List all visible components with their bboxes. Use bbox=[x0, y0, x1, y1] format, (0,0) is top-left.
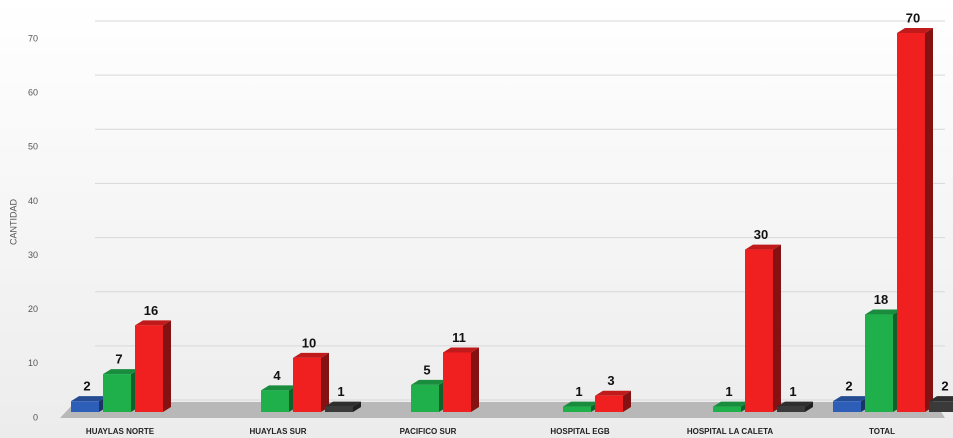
bar-face bbox=[411, 384, 439, 412]
data-label: 30 bbox=[754, 227, 768, 242]
bar-face bbox=[103, 374, 131, 412]
data-label: 1 bbox=[575, 384, 582, 399]
y-tick-label: 30 bbox=[28, 250, 38, 260]
bar bbox=[293, 352, 329, 412]
bar-face bbox=[805, 401, 813, 412]
bar-face bbox=[563, 401, 599, 407]
y-tick-label: 60 bbox=[28, 88, 38, 98]
bar bbox=[897, 28, 933, 412]
data-label: 5 bbox=[423, 362, 430, 377]
bar bbox=[71, 396, 107, 412]
bar-face bbox=[833, 396, 869, 402]
bar bbox=[261, 385, 297, 412]
data-label: 18 bbox=[874, 292, 888, 307]
y-tick-label: 50 bbox=[28, 142, 38, 152]
bar-face bbox=[865, 309, 901, 315]
bar-face bbox=[833, 401, 861, 412]
bar bbox=[929, 396, 953, 412]
data-label: 4 bbox=[273, 368, 281, 383]
bar-face bbox=[897, 28, 933, 33]
data-label: 11 bbox=[452, 330, 466, 345]
bar bbox=[411, 379, 447, 412]
y-tick-label: 10 bbox=[28, 358, 38, 368]
bar bbox=[595, 390, 631, 412]
x-tick-label: TOTAL bbox=[869, 427, 895, 436]
bar-face bbox=[713, 406, 741, 412]
bar-face bbox=[865, 314, 893, 412]
y-axis-label: CANTIDAD bbox=[8, 199, 18, 246]
data-label: 10 bbox=[302, 335, 316, 350]
x-tick-label: HUAYLAS SUR bbox=[249, 427, 306, 436]
bar-face bbox=[929, 396, 953, 402]
x-tick-label: HOSPITAL LA CALETA bbox=[687, 427, 774, 436]
bar-face bbox=[623, 390, 631, 412]
x-tick-label: HOSPITAL EGB bbox=[550, 427, 609, 436]
bar-face bbox=[163, 320, 171, 412]
bar-face bbox=[897, 33, 925, 412]
bar bbox=[103, 369, 139, 412]
bar-face bbox=[713, 401, 749, 407]
bar-face bbox=[103, 369, 139, 375]
data-label: 2 bbox=[83, 379, 90, 394]
bar-face bbox=[595, 395, 623, 412]
bar-face bbox=[745, 244, 781, 250]
bar-face bbox=[443, 347, 479, 353]
bar bbox=[777, 401, 813, 412]
bar-face bbox=[925, 28, 933, 412]
bar bbox=[745, 244, 781, 412]
bar-face bbox=[321, 352, 329, 412]
bar bbox=[833, 396, 869, 412]
data-label: 1 bbox=[725, 384, 732, 399]
bar-face bbox=[773, 244, 781, 412]
data-label: 70 bbox=[906, 10, 920, 25]
bar-face bbox=[71, 396, 107, 402]
bar-face bbox=[595, 390, 631, 396]
x-tick-label: HUAYLAS NORTE bbox=[86, 427, 155, 436]
bar-face bbox=[325, 406, 353, 412]
bar-face bbox=[293, 352, 329, 358]
bar bbox=[135, 320, 171, 412]
bar-face bbox=[929, 401, 953, 412]
bar-face bbox=[443, 352, 471, 412]
bar bbox=[325, 401, 361, 412]
bar-face bbox=[135, 325, 163, 412]
y-tick-label: 40 bbox=[28, 196, 38, 206]
y-tick-label: 0 bbox=[33, 412, 38, 422]
data-label: 2 bbox=[941, 379, 948, 394]
bar-face bbox=[293, 357, 321, 412]
data-label: 1 bbox=[789, 384, 796, 399]
bar-face bbox=[411, 379, 447, 385]
bar-face bbox=[135, 320, 171, 326]
bar-face bbox=[261, 385, 297, 391]
y-tick-label: 70 bbox=[28, 33, 38, 43]
bar bbox=[865, 309, 901, 412]
bar-face bbox=[353, 401, 361, 412]
bar bbox=[443, 347, 479, 412]
bar-face bbox=[325, 401, 361, 407]
data-label: 2 bbox=[845, 379, 852, 394]
bar-face bbox=[777, 401, 813, 407]
bar-face bbox=[745, 249, 773, 412]
bar-face bbox=[777, 406, 805, 412]
x-tick-label: PACIFICO SUR bbox=[400, 427, 457, 436]
data-label: 16 bbox=[144, 303, 158, 318]
bar-face bbox=[471, 347, 479, 412]
bar-face bbox=[563, 406, 591, 412]
bar-face bbox=[261, 390, 289, 412]
data-label: 1 bbox=[337, 384, 344, 399]
y-tick-label: 20 bbox=[28, 304, 38, 314]
data-label: 7 bbox=[115, 352, 122, 367]
data-label: 3 bbox=[607, 373, 614, 388]
bar-face bbox=[71, 401, 99, 412]
